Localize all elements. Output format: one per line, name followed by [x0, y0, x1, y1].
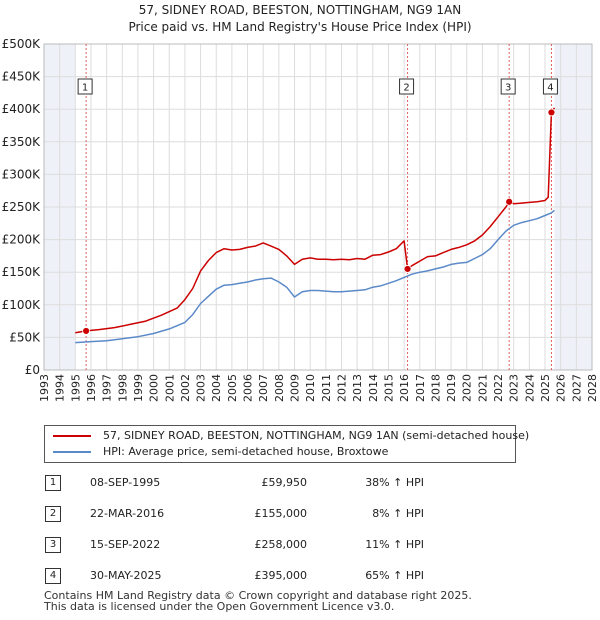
- x-tick-label: 1994: [54, 374, 67, 402]
- table-row: 3 15-SEP-2022 £258,000 11% ↑ HPI: [42, 535, 562, 555]
- table-row: 4 30-MAY-2025 £395,000 65% ↑ HPI: [42, 566, 562, 586]
- legend: 57, SIDNEY ROAD, BEESTON, NOTTINGHAM, NG…: [44, 425, 529, 463]
- transaction-date: 08-SEP-1995: [90, 476, 161, 489]
- x-tick-label: 2000: [148, 374, 161, 402]
- x-tick-label: 1995: [69, 374, 82, 402]
- sale-label-box: [77, 78, 93, 95]
- x-tick-label: 1993: [38, 374, 51, 402]
- sale-label-number: 2: [403, 83, 409, 94]
- transaction-number: 1: [45, 475, 61, 491]
- x-tick-label: 2025: [539, 374, 552, 402]
- sale-label-box: [500, 78, 516, 95]
- x-tick-label: 2016: [398, 374, 411, 402]
- x-tick-label: 2007: [257, 374, 270, 402]
- transaction-number: 3: [45, 537, 61, 553]
- y-tick-label: £150K: [2, 265, 42, 279]
- sale-point: [403, 265, 412, 273]
- sale-label-number: 4: [547, 83, 553, 94]
- x-tick-label: 1997: [101, 374, 114, 402]
- property-price-line: [75, 107, 556, 334]
- plot-frame: [43, 43, 593, 371]
- y-tick-label: £250K: [2, 200, 42, 214]
- transaction-date: 22-MAR-2016: [90, 507, 165, 520]
- footer-copyright: Contains HM Land Registry data © Crown c…: [44, 589, 472, 602]
- x-tick-label: 2003: [195, 374, 208, 402]
- sale-label-box: [542, 78, 558, 95]
- table-row: 2 22-MAR-2016 £155,000 8% ↑ HPI: [42, 504, 562, 524]
- x-tick-label: 2028: [586, 374, 599, 402]
- x-tick-label: 2019: [445, 374, 458, 402]
- hpi-line: [75, 209, 555, 344]
- y-tick-label: £0: [25, 363, 40, 377]
- y-tick-label: £350K: [2, 135, 42, 149]
- y-tick-label: £50K: [9, 330, 41, 344]
- chart: 57, SIDNEY ROAD, BEESTON, NOTTINGHAM, NG…: [2, 3, 599, 402]
- transaction-number: 2: [45, 506, 61, 522]
- transaction-price: £395,000: [254, 569, 308, 582]
- hpi-line-swatch: [53, 451, 91, 453]
- x-tick-label: 2008: [273, 374, 286, 402]
- x-tick-label: 2026: [555, 374, 568, 402]
- footer: Contains HM Land Registry data © Crown c…: [44, 590, 472, 612]
- x-tick-label: 2014: [367, 374, 380, 402]
- transaction-price: £258,000: [254, 538, 308, 551]
- x-tick-label: 2005: [226, 374, 239, 402]
- x-tick-label: 1999: [132, 374, 145, 402]
- x-tick-label: 2011: [320, 374, 333, 402]
- transaction-hpi: 8% ↑ HPI: [372, 507, 424, 520]
- table-row: 1 08-SEP-1995 £59,950 38% ↑ HPI: [42, 473, 562, 493]
- x-tick-label: 2023: [508, 374, 521, 402]
- y-tick-label: £200K: [2, 233, 42, 247]
- sale-label-number: 3: [505, 83, 511, 94]
- x-tick-label: 2017: [414, 374, 427, 402]
- legend-hpi-label: HPI: Average price, semi-detached house,…: [103, 445, 389, 458]
- plot-area: £0 £50K £100K £150K £200K £250K £300K £350K £400…: [2, 37, 599, 402]
- transaction-hpi: 65% ↑ HPI: [365, 569, 424, 582]
- y-tick-label: £500K: [2, 37, 42, 51]
- y-tick-label: £300K: [2, 167, 42, 181]
- x-tick-label: 2018: [429, 374, 442, 402]
- x-tick-label: 2027: [570, 374, 583, 402]
- chart-subtitle: Price paid vs. HM Land Registry's House …: [128, 20, 471, 34]
- x-tick-label: 2024: [523, 374, 536, 402]
- x-tick-label: 2020: [461, 374, 474, 402]
- legend-item-hpi: HPI: Average price, semi-detached house,…: [53, 444, 388, 460]
- chart-title: 57, SIDNEY ROAD, BEESTON, NOTTINGHAM, NG…: [139, 3, 462, 17]
- x-tick-label: 2013: [351, 374, 364, 402]
- y-tick-label: £450K: [2, 70, 42, 84]
- x-tick-label: 2002: [179, 374, 192, 402]
- transaction-price: £155,000: [254, 507, 308, 520]
- x-tick-label: 2009: [289, 374, 302, 402]
- legend-property-label: 57, SIDNEY ROAD, BEESTON, NOTTINGHAM, NG…: [103, 429, 530, 442]
- x-tick-label: 2022: [492, 374, 505, 402]
- transaction-date: 30-MAY-2025: [90, 569, 162, 582]
- x-tick-label: 2015: [382, 374, 395, 402]
- x-tick-label: 2006: [242, 374, 255, 402]
- y-tick-label: £100K: [2, 298, 42, 312]
- transaction-date: 15-SEP-2022: [90, 538, 161, 551]
- x-tick-label: 2012: [335, 374, 348, 402]
- sale-label-number: 1: [82, 83, 88, 94]
- transaction-number: 4: [45, 568, 61, 584]
- x-tick-label: 2001: [163, 374, 176, 402]
- property-line-swatch: [53, 435, 91, 437]
- sale-point: [505, 197, 514, 206]
- sale-label-box: [399, 78, 415, 95]
- x-tick-label: 1998: [116, 374, 129, 402]
- footer-licence: This data is licensed under the Open Gov…: [44, 600, 395, 613]
- transaction-price: £59,950: [261, 476, 308, 489]
- x-tick-label: 2004: [210, 374, 223, 402]
- sale-point: [547, 108, 556, 117]
- sale-point: [82, 327, 91, 335]
- x-tick-label: 1996: [85, 374, 98, 402]
- y-tick-label: £400K: [2, 102, 42, 116]
- transaction-hpi: 11% ↑ HPI: [365, 538, 424, 551]
- transaction-hpi: 38% ↑ HPI: [365, 476, 424, 489]
- x-tick-label: 2021: [476, 374, 489, 402]
- legend-item-property: 57, SIDNEY ROAD, BEESTON, NOTTINGHAM, NG…: [53, 428, 529, 444]
- x-tick-label: 2010: [304, 374, 317, 402]
